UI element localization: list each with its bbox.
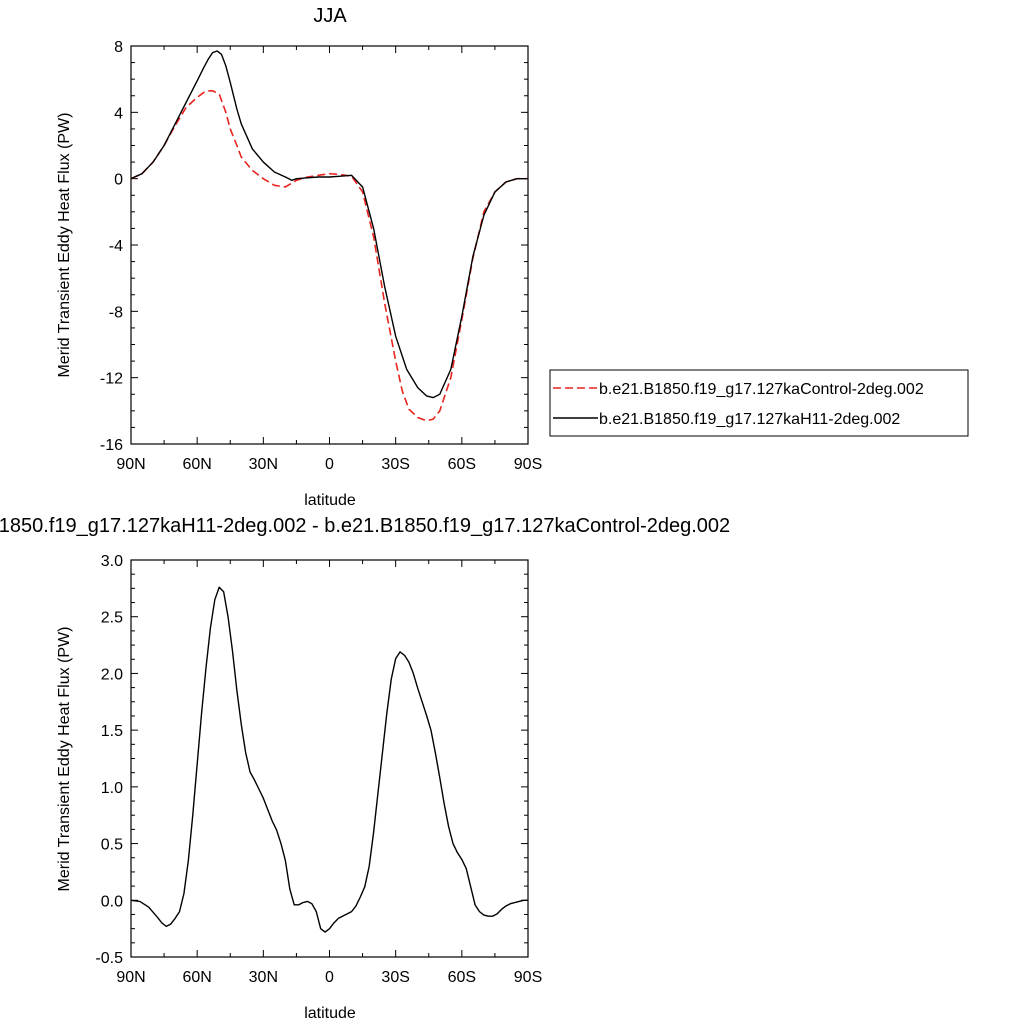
top-x-tick-label: 30S (381, 456, 409, 473)
top-y-tick-label: -12 (100, 371, 123, 388)
bottom-y-tick-label: 2.0 (101, 666, 123, 683)
top-y-tick-label: 4 (114, 105, 123, 122)
top-y-tick-label: -4 (109, 238, 123, 255)
top-y-tick-label: -8 (109, 304, 123, 321)
top-ticks: 90N 60N 30N 0 30S 60S 90S -16 -12 -8 -4 0 4 8 (100, 39, 542, 473)
bottom-plot-frame (130, 559, 529, 958)
top-chart: JJA 90N 60N 30N 0 30S 60S 90S -16 -12 -8 -4 0 4 8 lat… (56, 5, 542, 509)
top-x-tick-label: 90S (514, 456, 542, 473)
legend: b.e21.B1850.f19_g17.127kaControl-2deg.00… (549, 369, 969, 437)
bottom-y-axis-label: Merid Transient Eddy Heat Flux (PW) (56, 627, 73, 892)
top-x-tick-label: 60S (448, 456, 476, 473)
bottom-x-tick-label: 90N (116, 969, 145, 986)
top-x-tick-label: 0 (325, 456, 334, 473)
top-x-axis-label: latitude (304, 492, 356, 509)
bottom-y-tick-label: 2.5 (101, 610, 123, 627)
legend-label-h11: b.e21.B1850.f19_g17.127kaH11-2deg.002 (599, 411, 900, 428)
top-x-tick-label: 30N (249, 456, 278, 473)
bottom-x-tick-label: 0 (325, 969, 334, 986)
top-series-lines (130, 50, 528, 422)
top-y-tick-label: -16 (100, 437, 123, 454)
top-plot-frame (130, 45, 529, 445)
bottom-chart: b.e21.B1850.f19_g17.127kaH11-2deg.002 - … (0, 515, 730, 1022)
bottom-y-tick-label: -0.5 (95, 950, 123, 967)
bottom-series-lines (130, 586, 528, 933)
bottom-y-tick-label: 1.0 (101, 780, 123, 797)
bottom-x-tick-label: 30N (249, 969, 278, 986)
bottom-x-tick-label: 30S (381, 969, 409, 986)
bottom-x-tick-label: 60N (182, 969, 211, 986)
bottom-chart-title: b.e21.B1850.f19_g17.127kaH11-2deg.002 - … (0, 515, 730, 537)
bottom-y-tick-label: 3.0 (101, 553, 123, 570)
legend-box (549, 369, 969, 437)
bottom-x-axis-label: latitude (304, 1005, 356, 1022)
bottom-ticks: 90N 60N 30N 0 30S 60S 90S -0.5 0.0 0.5 1.0 1.5 2.0 2.… (95, 553, 542, 986)
top-y-axis-label: Merid Transient Eddy Heat Flux (PW) (56, 113, 73, 378)
legend-label-control: b.e21.B1850.f19_g17.127kaControl-2deg.00… (599, 381, 924, 398)
top-y-tick-label: 8 (114, 39, 123, 56)
top-y-tick-label: 0 (114, 172, 123, 189)
bottom-y-tick-label: 0.5 (101, 837, 123, 854)
bottom-y-tick-label: 1.5 (101, 723, 123, 740)
top-x-tick-label: 60N (182, 456, 211, 473)
top-series-line-1 (130, 50, 528, 399)
bottom-x-tick-label: 60S (448, 969, 476, 986)
top-series-line-0 (130, 89, 528, 422)
bottom-x-tick-label: 90S (514, 969, 542, 986)
top-chart-title: JJA (313, 5, 347, 27)
top-x-tick-label: 90N (116, 456, 145, 473)
bottom-series-line-0 (130, 586, 528, 933)
bottom-y-tick-label: 0.0 (101, 893, 123, 910)
